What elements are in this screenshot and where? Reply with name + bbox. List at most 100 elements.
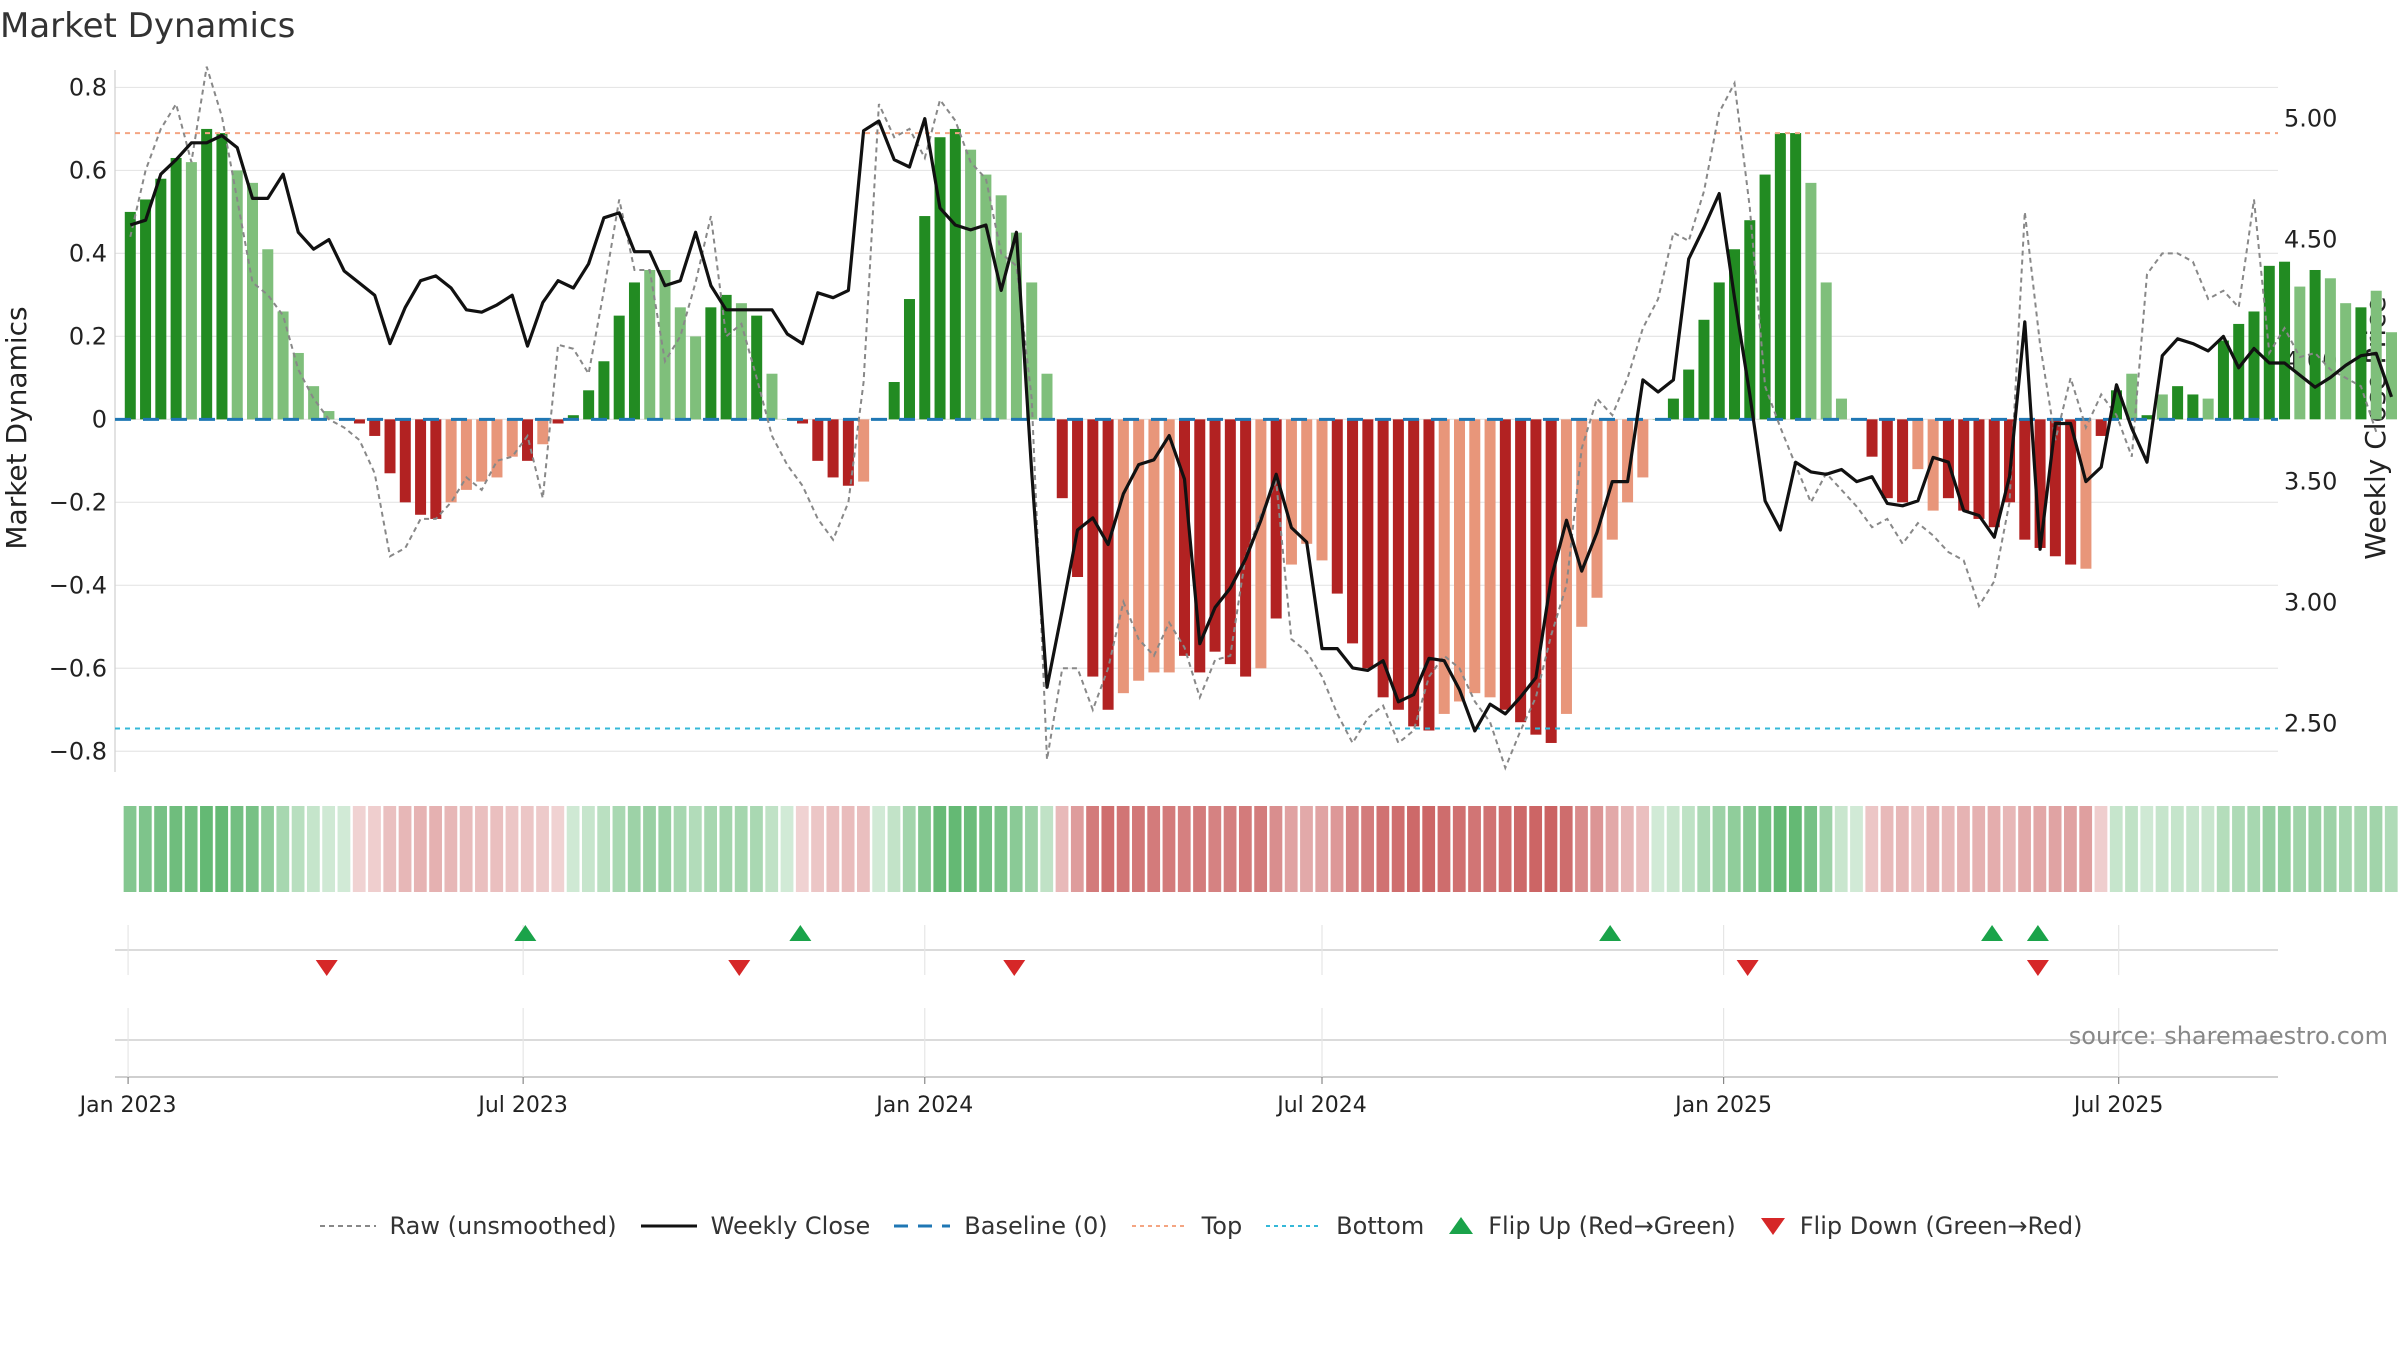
bar: [1927, 419, 1939, 511]
y-tick-label-left: −0.6: [49, 654, 107, 682]
regime-cell: [658, 806, 672, 892]
regime-cell: [1116, 806, 1130, 892]
flip-up-marker: [514, 925, 537, 941]
regime-cell: [1009, 806, 1023, 892]
bar: [185, 162, 197, 420]
bar: [2248, 311, 2260, 420]
regime-cell: [673, 806, 687, 892]
x-tick-label: Jul 2024: [1275, 1093, 1367, 1118]
regime-cell: [245, 806, 259, 892]
regime-cell: [933, 806, 947, 892]
regime-cell: [1788, 806, 1802, 892]
bar: [247, 182, 259, 420]
regime-cell: [872, 806, 886, 892]
regime-cell: [750, 806, 763, 892]
regime-cell: [368, 806, 381, 892]
regime-cell: [1987, 806, 2001, 892]
bar: [1484, 419, 1496, 698]
weekly-close-line: [129, 116, 2394, 733]
regime-cell: [154, 806, 167, 892]
regime-cell: [811, 806, 824, 892]
bar: [705, 307, 717, 420]
bar: [613, 315, 625, 420]
regime-cell: [1452, 806, 1466, 892]
legend-swatch-close: [640, 1224, 697, 1228]
y-tick-label-left: 0.4: [69, 239, 107, 267]
bar: [644, 269, 656, 420]
regime-cell: [2262, 806, 2276, 892]
regime-cell: [902, 806, 916, 892]
regime-cell: [169, 806, 183, 892]
regime-cell: [536, 806, 549, 892]
regime-cell: [566, 806, 580, 892]
legend-label-bottom: Bottom: [1336, 1212, 1425, 1240]
regime-cell: [230, 806, 244, 892]
bar: [1774, 133, 1786, 420]
bar: [1041, 373, 1053, 420]
bar: [1240, 419, 1252, 677]
regime-cell: [2323, 806, 2337, 892]
flip-down-marker: [728, 960, 751, 976]
regime-cell: [2125, 806, 2138, 892]
bar: [1805, 182, 1817, 420]
regime-cell: [2094, 806, 2108, 892]
regime-cell: [2293, 806, 2306, 892]
bar: [1515, 419, 1527, 723]
raw-series-line: [129, 66, 2378, 771]
regime-cell: [963, 806, 977, 892]
regime-cell: [2048, 806, 2062, 892]
bar: [1820, 282, 1832, 420]
flip-down-marker: [1736, 960, 1759, 976]
regime-cell: [138, 806, 152, 892]
bar: [1897, 419, 1909, 503]
bar: [231, 170, 243, 420]
bar: [1866, 419, 1878, 457]
bar: [430, 419, 442, 519]
bar: [1377, 419, 1389, 698]
bar: [1560, 419, 1572, 714]
regime-cell: [2339, 806, 2352, 892]
bar: [2141, 415, 2153, 420]
bar: [1835, 398, 1847, 420]
regime-cell: [1468, 806, 1481, 892]
regime-cell: [734, 806, 748, 892]
bar: [2263, 265, 2275, 420]
bar: [1713, 282, 1725, 420]
bar: [1163, 419, 1175, 673]
bar: [2233, 323, 2245, 420]
legend-swatch-top: [1131, 1225, 1188, 1227]
regime-cell: [1269, 806, 1283, 892]
bar: [1759, 174, 1771, 420]
regime-cell: [1544, 806, 1558, 892]
regime-cell: [2216, 806, 2230, 892]
regime-cell: [1773, 806, 1787, 892]
bar: [1087, 419, 1099, 677]
flip-down-marker: [315, 960, 338, 976]
regime-cell: [520, 806, 534, 892]
bar: [323, 411, 335, 420]
bar: [201, 128, 213, 420]
regime-cell: [2186, 806, 2200, 892]
bar: [674, 307, 686, 420]
triangle-down-icon: [1760, 1218, 1785, 1235]
regime-cell: [337, 806, 351, 892]
regime-cell: [1819, 806, 1833, 892]
regime-cell: [1529, 806, 1543, 892]
bar: [1683, 369, 1695, 420]
bar: [751, 315, 763, 420]
bar: [690, 336, 702, 420]
regime-cell: [1620, 806, 1634, 892]
y-tick-label-left: 0.6: [69, 156, 107, 184]
x-tick-label: Jan 2025: [1673, 1093, 1772, 1118]
regime-cell: [1422, 806, 1436, 892]
bar: [2279, 261, 2291, 420]
regime-cell: [1132, 806, 1145, 892]
bar: [980, 174, 992, 420]
regime-cell: [2369, 806, 2383, 892]
regime-cell: [918, 806, 931, 892]
y-tick-label-right: 2.50: [2284, 710, 2337, 738]
regime-cell: [1193, 806, 1206, 892]
regime-cell: [719, 806, 733, 892]
regime-cell: [1177, 806, 1191, 892]
regime-cell: [1254, 806, 1268, 892]
